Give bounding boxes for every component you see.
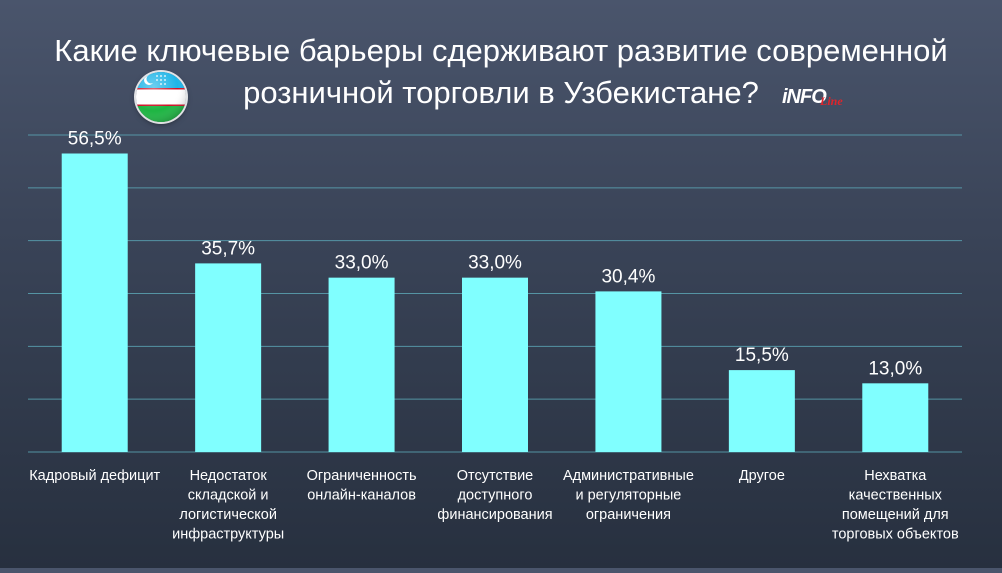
category-label: инфраструктуры xyxy=(172,527,284,543)
logo-brand-text: iNFO xyxy=(782,86,827,108)
bar xyxy=(728,370,795,452)
category-label: логистической xyxy=(179,507,277,523)
infoline-logo: iNFO Line xyxy=(780,86,860,112)
bar xyxy=(462,277,528,452)
uzbekistan-flag-icon xyxy=(136,72,186,122)
category-label: Административные xyxy=(563,468,694,484)
category-label: доступного xyxy=(458,488,533,504)
title-line-1: Какие ключевые барьеры сдерживают развит… xyxy=(54,33,948,68)
chart-title: Какие ключевые барьеры сдерживают развит… xyxy=(0,30,1002,114)
data-label: 15,5% xyxy=(735,345,789,366)
category-label: и регуляторные xyxy=(575,488,681,504)
category-label: Недостаток xyxy=(190,468,268,484)
category-label: качественных xyxy=(849,488,943,504)
bar xyxy=(862,383,929,452)
data-label: 13,0% xyxy=(868,358,922,379)
data-label: 35,7% xyxy=(201,238,255,259)
category-label: Другое xyxy=(739,468,785,484)
data-label: 30,4% xyxy=(601,266,655,287)
bar xyxy=(595,291,662,452)
data-label: 56,5% xyxy=(68,128,122,149)
category-label: Отсутствие xyxy=(457,468,534,484)
category-label: Ограниченность xyxy=(307,468,417,484)
data-label: 33,0% xyxy=(335,253,389,274)
data-label: 33,0% xyxy=(468,253,522,274)
category-label: складской и xyxy=(188,488,269,504)
category-label: финансирования xyxy=(437,507,552,523)
bar xyxy=(328,277,395,452)
category-label: торговых объектов xyxy=(832,527,959,543)
bar xyxy=(195,263,262,452)
category-label: помещений для xyxy=(842,507,949,523)
title-line-2: розничной торговли в Узбекистане? xyxy=(243,75,759,110)
category-label: Кадровый дефицит xyxy=(29,468,160,484)
bar xyxy=(61,153,128,452)
logo-sub-text: Line xyxy=(820,94,843,108)
category-label: Нехватка xyxy=(864,468,927,484)
category-label: онлайн-каналов xyxy=(307,488,416,504)
category-label: ограничения xyxy=(586,507,671,523)
